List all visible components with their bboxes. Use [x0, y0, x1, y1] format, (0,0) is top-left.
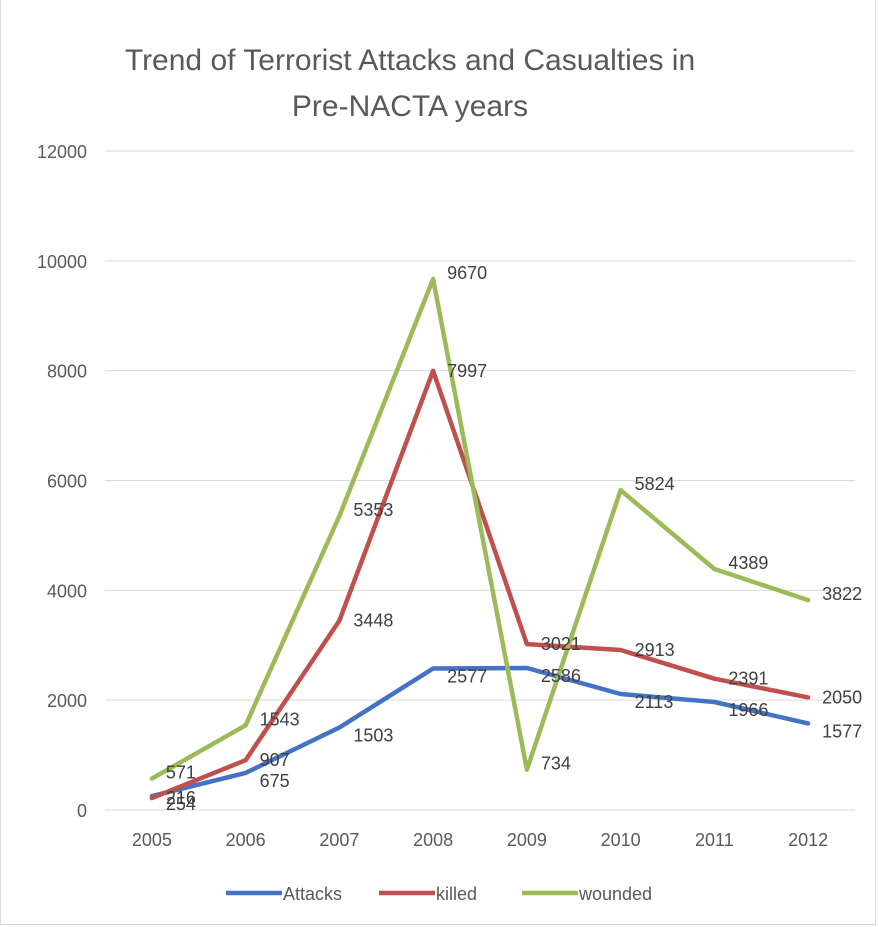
x-tick-label: 2012: [788, 830, 828, 850]
x-axis-tick-labels: 2005 2006 2007 2008 2009 2010 2011 2012: [132, 830, 828, 850]
legend-label: wounded: [578, 884, 652, 904]
y-tick-label: 8000: [47, 362, 87, 382]
series-line-killed: [152, 371, 808, 798]
data-label-wounded: 5824: [635, 474, 675, 494]
x-tick-label: 2010: [601, 830, 641, 850]
data-label-wounded: 4389: [728, 553, 768, 573]
x-tick-label: 2011: [695, 830, 734, 850]
series-lines: [152, 279, 808, 798]
x-tick-label: 2005: [132, 830, 172, 850]
data-label-killed: 216: [166, 788, 196, 808]
data-label-attacks: 2113: [635, 692, 674, 712]
data-label-killed: 2391: [728, 669, 768, 689]
legend-label: Attacks: [283, 884, 342, 904]
data-label-attacks: 2586: [541, 666, 581, 686]
data-label-wounded: 571: [166, 763, 196, 783]
y-tick-label: 6000: [47, 472, 87, 492]
data-label-attacks: 1503: [353, 725, 393, 745]
y-tick-label: 12000: [37, 142, 87, 162]
data-label-attacks: 2577: [447, 666, 487, 686]
data-label-wounded: 9670: [447, 263, 487, 283]
data-label-wounded: 734: [541, 754, 571, 774]
data-label-killed: 2050: [822, 687, 862, 707]
legend-item-wounded: wounded: [522, 884, 652, 904]
x-tick-label: 2008: [413, 830, 453, 850]
data-label-wounded: 5353: [353, 500, 393, 520]
data-label-attacks: 1966: [728, 700, 768, 720]
legend-label: killed: [436, 884, 477, 904]
data-label-wounded: 3822: [822, 584, 862, 604]
data-label-killed: 3021: [541, 634, 581, 654]
data-label-wounded: 1543: [260, 709, 300, 729]
data-label-killed: 2913: [635, 640, 675, 660]
legend-item-attacks: Attacks: [226, 884, 342, 904]
y-tick-label: 2000: [47, 691, 87, 711]
data-label-attacks: 675: [260, 771, 290, 791]
legend: Attacks killed wounded: [226, 884, 652, 904]
y-tick-label: 0: [77, 801, 87, 821]
data-label-killed: 907: [260, 750, 290, 770]
x-tick-label: 2006: [226, 830, 266, 850]
data-label-killed: 7997: [447, 361, 487, 381]
series-line-attacks: [152, 668, 808, 796]
x-tick-label: 2009: [507, 830, 547, 850]
y-tick-label: 4000: [47, 581, 87, 601]
data-label-killed: 3448: [353, 611, 393, 631]
data-label-attacks: 1577: [822, 721, 862, 741]
x-tick-label: 2007: [319, 830, 359, 850]
legend-item-killed: killed: [379, 884, 477, 904]
y-tick-label: 10000: [37, 252, 87, 272]
y-axis-tick-labels: 0 2000 4000 6000 8000 10000 12000: [37, 142, 87, 821]
